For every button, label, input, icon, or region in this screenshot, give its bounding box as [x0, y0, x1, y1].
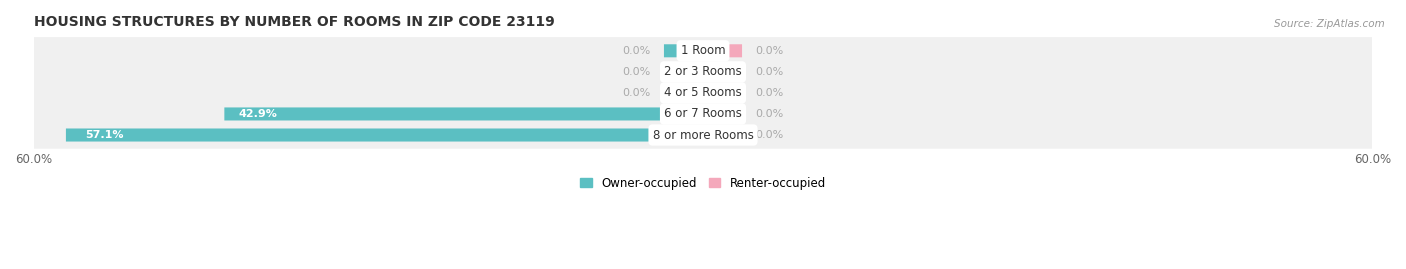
Text: 0.0%: 0.0%	[755, 130, 783, 140]
FancyBboxPatch shape	[703, 129, 742, 141]
FancyBboxPatch shape	[28, 58, 1378, 86]
Text: 1 Room: 1 Room	[681, 44, 725, 57]
Text: 0.0%: 0.0%	[623, 67, 651, 77]
FancyBboxPatch shape	[664, 65, 703, 78]
FancyBboxPatch shape	[66, 129, 703, 141]
Text: 0.0%: 0.0%	[755, 46, 783, 56]
Text: 0.0%: 0.0%	[755, 109, 783, 119]
FancyBboxPatch shape	[703, 86, 742, 100]
FancyBboxPatch shape	[28, 121, 1378, 149]
Text: HOUSING STRUCTURES BY NUMBER OF ROOMS IN ZIP CODE 23119: HOUSING STRUCTURES BY NUMBER OF ROOMS IN…	[34, 15, 554, 29]
FancyBboxPatch shape	[703, 107, 742, 121]
Text: 2 or 3 Rooms: 2 or 3 Rooms	[664, 65, 742, 78]
Legend: Owner-occupied, Renter-occupied: Owner-occupied, Renter-occupied	[579, 177, 827, 190]
FancyBboxPatch shape	[28, 37, 1378, 65]
FancyBboxPatch shape	[28, 79, 1378, 107]
FancyBboxPatch shape	[225, 107, 703, 121]
Text: 57.1%: 57.1%	[84, 130, 124, 140]
FancyBboxPatch shape	[703, 44, 742, 57]
Text: 0.0%: 0.0%	[755, 88, 783, 98]
FancyBboxPatch shape	[703, 65, 742, 78]
Text: 6 or 7 Rooms: 6 or 7 Rooms	[664, 107, 742, 121]
Text: Source: ZipAtlas.com: Source: ZipAtlas.com	[1274, 19, 1385, 29]
FancyBboxPatch shape	[664, 44, 703, 57]
FancyBboxPatch shape	[28, 100, 1378, 128]
Text: 8 or more Rooms: 8 or more Rooms	[652, 129, 754, 141]
Text: 0.0%: 0.0%	[755, 67, 783, 77]
Text: 42.9%: 42.9%	[239, 109, 277, 119]
FancyBboxPatch shape	[664, 86, 703, 100]
Text: 4 or 5 Rooms: 4 or 5 Rooms	[664, 86, 742, 100]
Text: 0.0%: 0.0%	[623, 88, 651, 98]
Text: 0.0%: 0.0%	[623, 46, 651, 56]
